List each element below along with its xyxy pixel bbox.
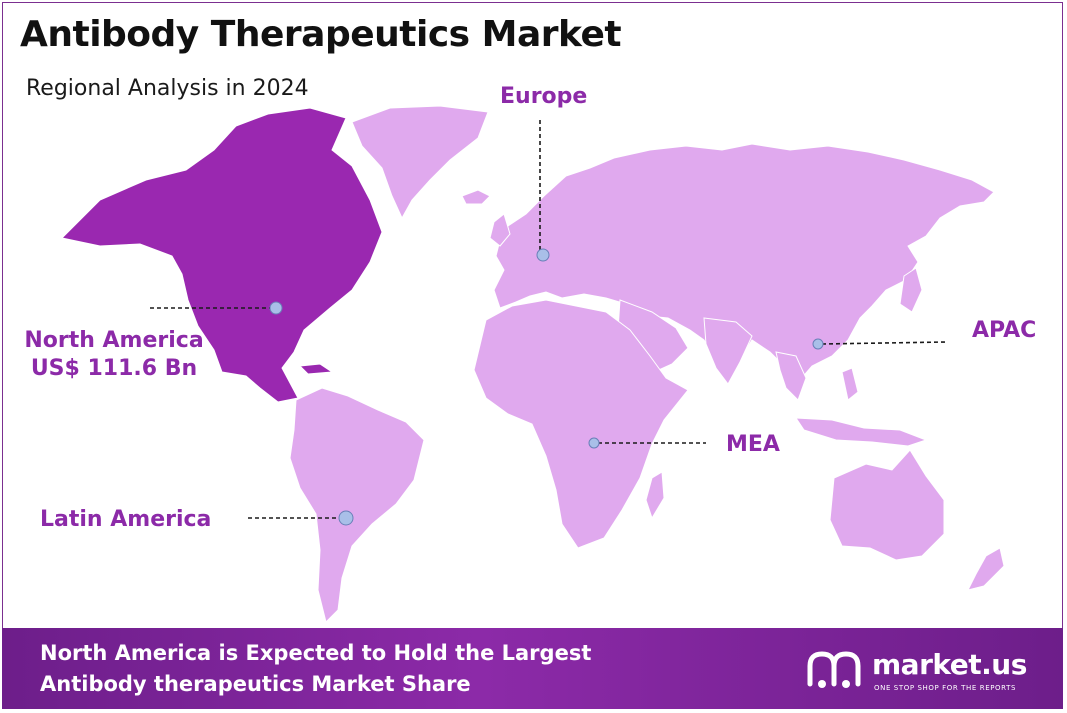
uk-shape (489, 213, 511, 247)
latin-america-marker (338, 510, 354, 526)
footer-message: North America is Expected to Hold the La… (40, 638, 591, 700)
apac-label: APAC (972, 318, 1037, 343)
eurasia-shape (493, 143, 995, 381)
mea-marker (588, 437, 600, 449)
north-america-shape (60, 107, 383, 403)
iceland-shape (461, 189, 491, 205)
footer-line-2: Antibody therapeutics Market Share (40, 672, 471, 696)
mea-label: MEA (726, 432, 780, 457)
north-america-label: North America US$ 111.6 Bn (14, 327, 214, 383)
page-subtitle: Regional Analysis in 2024 (26, 76, 309, 101)
latin-america-shape (289, 387, 425, 623)
north-america-value: US$ 111.6 Bn (30, 356, 198, 381)
footer-line-1: North America is Expected to Hold the La… (40, 641, 592, 665)
southeast-asia-shape (775, 351, 807, 401)
north-america-name: North America (24, 328, 204, 353)
market-us-logo: market.us ONE STOP SHOP FOR THE REPORTS (804, 644, 1054, 694)
greenland-shape (351, 105, 489, 220)
apac-marker (812, 338, 824, 350)
madagascar-shape (645, 471, 665, 520)
footer-banner: North America is Expected to Hold the La… (2, 628, 1063, 709)
cuba-shape (298, 363, 334, 375)
africa-shape (473, 299, 689, 549)
latin-america-label: Latin America (40, 507, 212, 532)
europe-label: Europe (500, 84, 588, 109)
philippines-shape (841, 367, 859, 401)
brand-name: market.us (872, 648, 1027, 681)
indonesia-shape (795, 417, 928, 447)
india-shape (703, 317, 753, 385)
north-america-marker (269, 301, 283, 315)
japan-shape (899, 267, 923, 313)
page-title: Antibody Therapeutics Market (20, 14, 622, 55)
brand-tagline: ONE STOP SHOP FOR THE REPORTS (874, 684, 1017, 692)
new-zealand-shape (967, 547, 1005, 591)
europe-marker (536, 248, 550, 262)
market-us-logo-icon (807, 651, 861, 688)
australia-shape (829, 449, 945, 561)
